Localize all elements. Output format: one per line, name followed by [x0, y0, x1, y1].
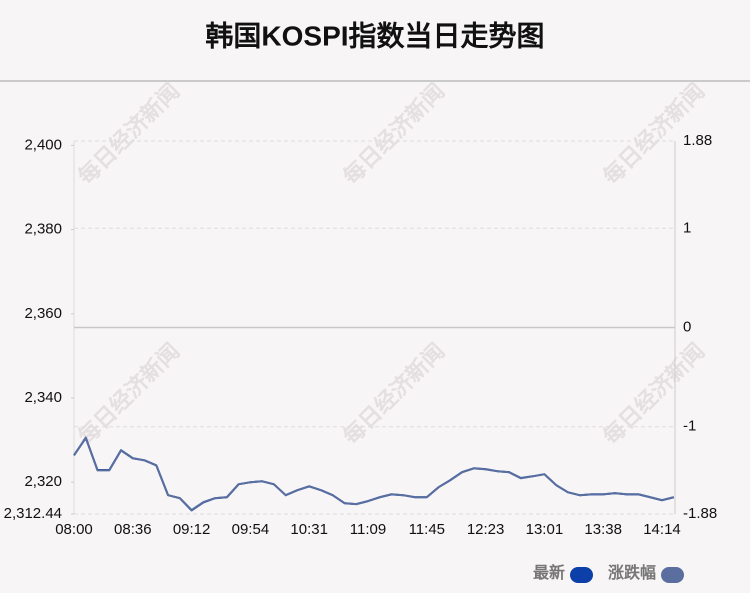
y-tick-label: 2,400	[24, 136, 62, 153]
x-tick-label: 13:38	[584, 521, 622, 538]
x-tick-label: 14:14	[643, 521, 681, 538]
x-tick-label: 10:31	[290, 521, 328, 538]
y-tick-label: 2,312.44	[4, 505, 62, 522]
legend-swatch	[570, 567, 593, 583]
x-tick-label: 11:45	[409, 521, 445, 538]
y2-tick-label: -1	[683, 418, 696, 435]
x-tick-label: 08:00	[55, 521, 93, 538]
y-tick-label: 2,380	[24, 221, 62, 238]
chart-title: 韩国KOSPI指数当日走势图	[205, 20, 544, 51]
y2-tick-label: -1.88	[683, 505, 717, 522]
data-line	[73, 436, 675, 511]
legend-label: 最新	[533, 563, 565, 582]
y-tick-label: 2,340	[24, 389, 62, 406]
y2-tick-label: 0	[683, 318, 691, 335]
y2-tick-label: 1.88	[683, 132, 712, 149]
x-tick-label: 09:12	[173, 521, 211, 538]
legend-label: 涨跌幅	[608, 563, 656, 582]
x-tick-label: 09:54	[232, 521, 270, 538]
x-tick-label: 12:23	[467, 521, 505, 538]
x-tick-label: 08:36	[114, 521, 152, 538]
y-tick-label: 2,320	[24, 473, 62, 490]
x-tick-label: 13:01	[526, 521, 564, 538]
y2-tick-label: 1	[683, 219, 691, 236]
legend-swatch	[661, 567, 684, 583]
x-tick-label: 11:09	[350, 521, 386, 538]
y-tick-label: 2,360	[24, 305, 62, 322]
